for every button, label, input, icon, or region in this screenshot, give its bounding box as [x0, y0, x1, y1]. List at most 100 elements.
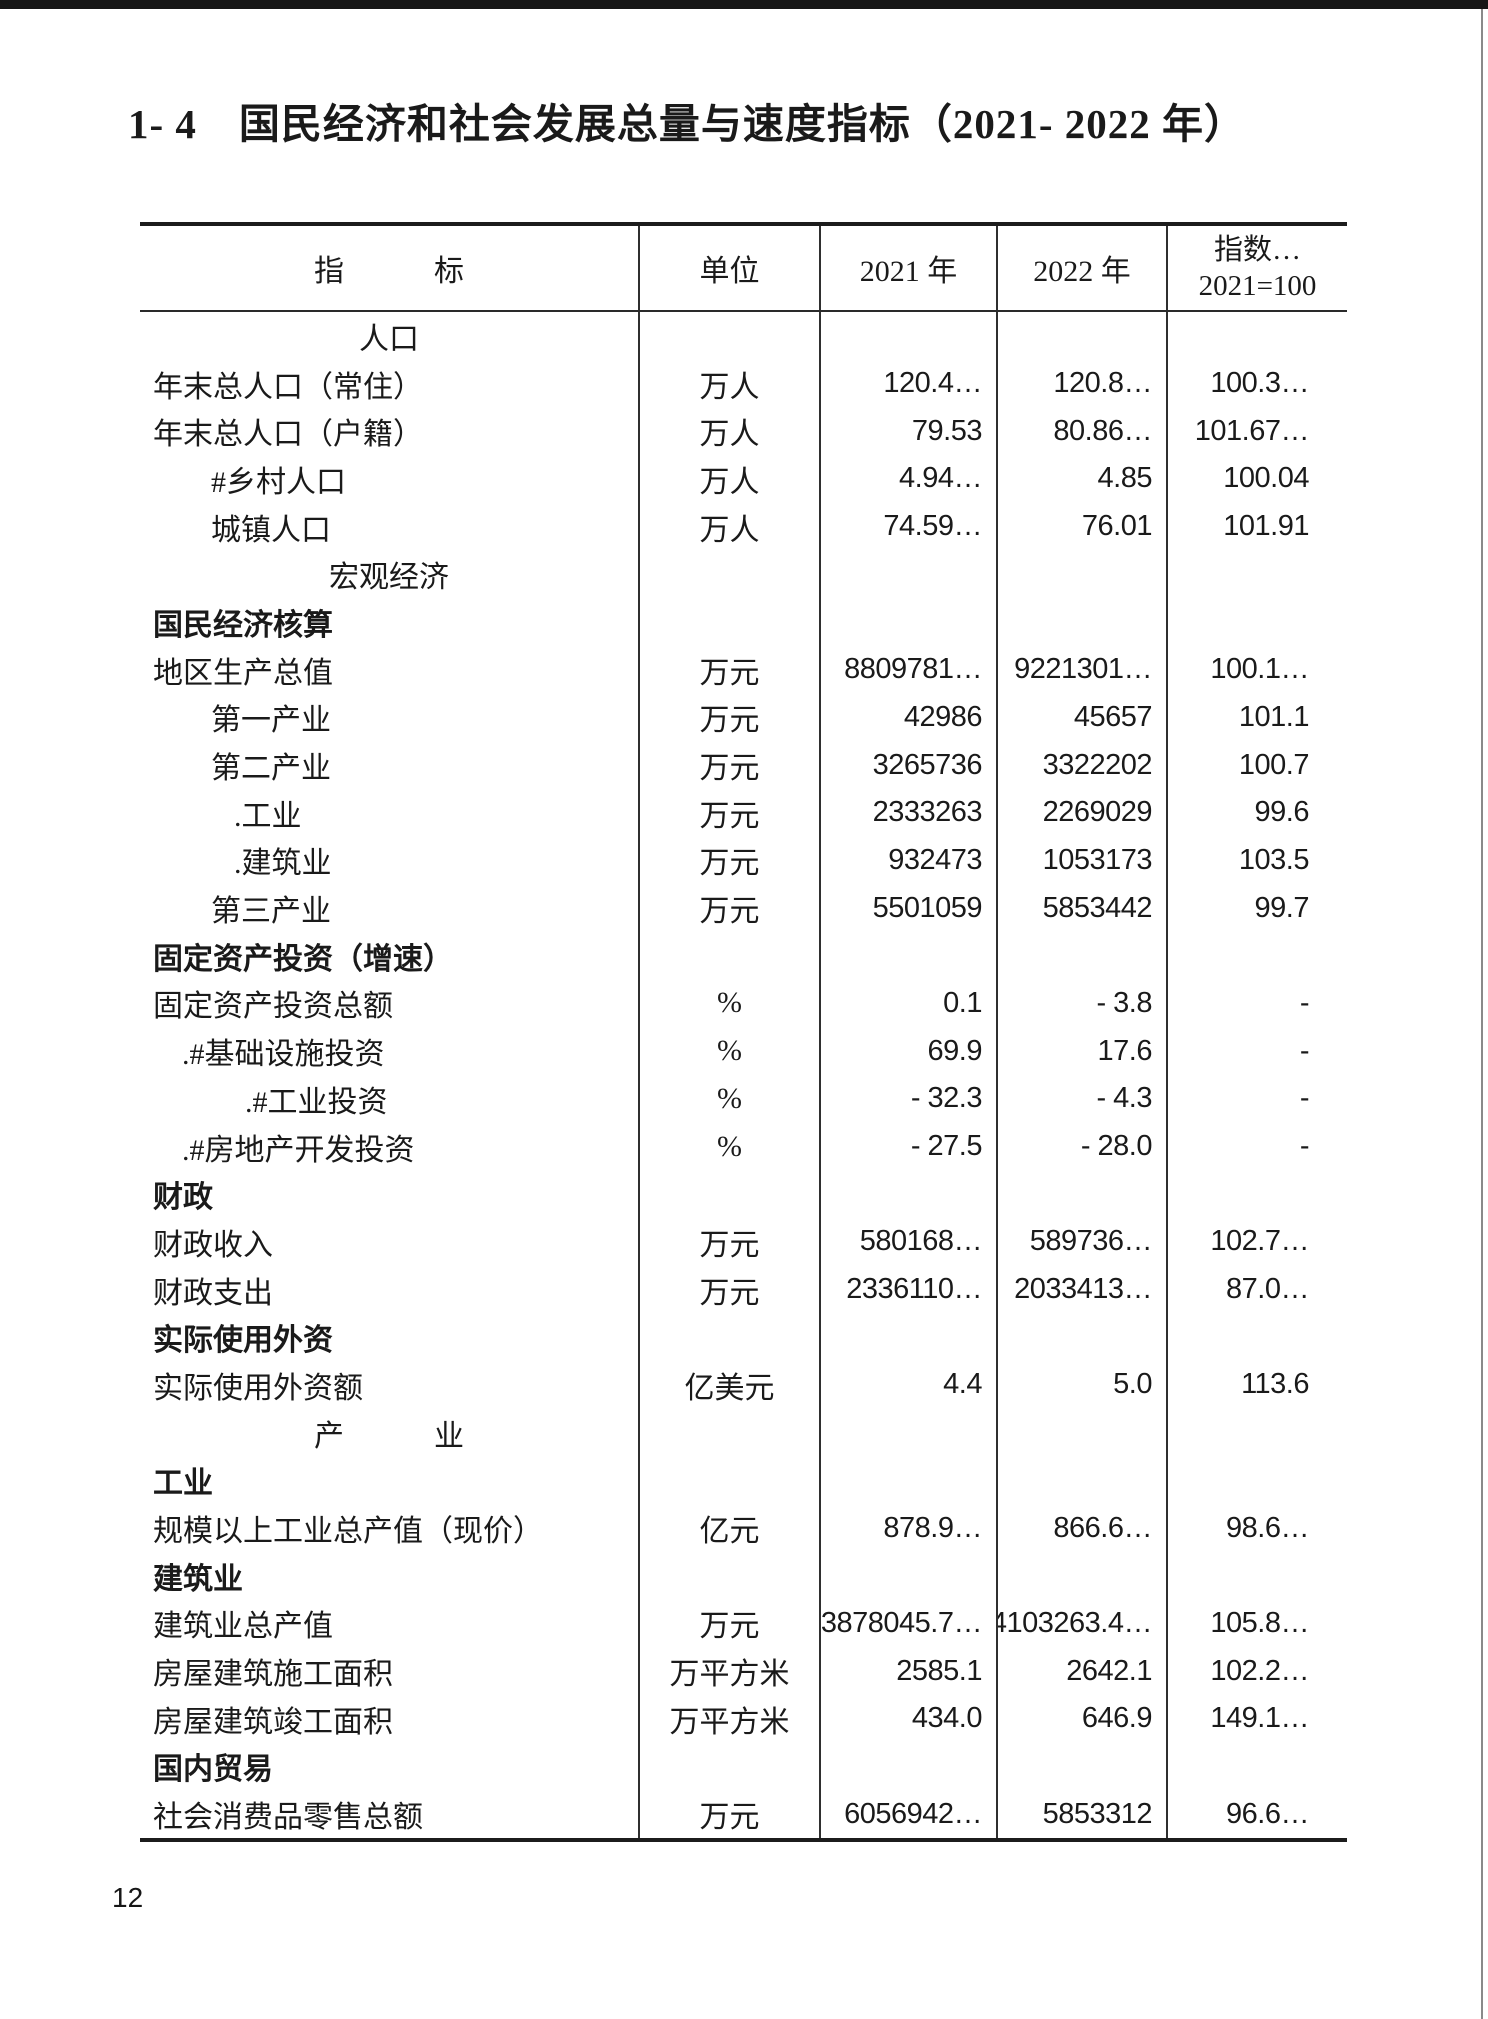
index-cell [1168, 1409, 1347, 1457]
indicator-cell: 实际使用外资额 [140, 1361, 640, 1409]
value-2022-cell: 80.86… [998, 407, 1168, 456]
table-row: 财政收入 万元 580168… 589736… 102.7… [140, 1218, 1347, 1266]
unit-cell: % [640, 979, 821, 1028]
value-2022-cell: 646.9 [998, 1694, 1168, 1743]
table-row: 人口 [140, 312, 1347, 360]
indicator-cell: 宏观经济 [140, 550, 640, 599]
value-2022-cell [998, 1551, 1168, 1600]
unit-cell: 万元 [640, 1790, 821, 1838]
value-2022-cell [998, 1742, 1168, 1791]
indicator-cell: 年末总人口（户籍） [140, 407, 640, 456]
index-cell: 113.6 [1241, 1368, 1309, 1401]
table-row: 工业 [140, 1456, 1347, 1505]
table-row: 实际使用外资额 亿美元 4.4 5.0 113.6 [140, 1361, 1347, 1409]
value-2021-cell: 434.0 [821, 1694, 998, 1743]
col-header-2022: 2022 年 [998, 226, 1168, 310]
unit-cell: 万平方米 [640, 1694, 821, 1743]
col-header-index: 指数… 2021=100 [1168, 226, 1347, 310]
value-2021-cell [821, 598, 998, 646]
value-2021-cell [821, 931, 998, 980]
value-2021-cell [821, 312, 998, 360]
value-2021-cell: 2585.1 [821, 1647, 998, 1695]
table-row: 财政 [140, 1170, 1347, 1219]
value-2021-cell: 79.53 [821, 407, 998, 456]
table-row: 宏观经济 [140, 550, 1347, 599]
index-cell: 96.6… [1226, 1797, 1309, 1830]
value-2021-cell: 120.4… [821, 359, 998, 408]
index-cell: 101.91 [1223, 510, 1309, 543]
unit-cell: 万人 [640, 359, 821, 408]
table-row: 第一产业 万元 42986 45657 101.1 [140, 693, 1347, 742]
indicator-cell: 房屋建筑竣工面积 [140, 1694, 640, 1743]
value-2022-cell [998, 931, 1168, 980]
unit-cell [640, 598, 821, 646]
value-2022-cell: 76.01 [998, 502, 1168, 551]
index-cell [1168, 1743, 1347, 1791]
value-2021-cell: 3265736 [821, 741, 998, 789]
table-row: 固定资产投资总额% 0.1- 3.8 - [140, 979, 1347, 1028]
indicator-cell: 第二产业 [140, 741, 640, 789]
unit-cell: 万元 [640, 1265, 821, 1314]
index-cell: - [1299, 1130, 1310, 1163]
table-row: .#房地产开发投资% - 27.5- 28.0 - [140, 1122, 1347, 1171]
table-row: 固定资产投资（增速） [140, 931, 1347, 980]
value-2022-cell [998, 598, 1168, 646]
table-row: 国民经济核算 [140, 598, 1347, 646]
value-2021-cell [821, 550, 998, 599]
value-2021-cell: 932473 [821, 836, 998, 885]
index-cell: 101.1 [1238, 700, 1310, 733]
table-header-row: 指 标 单位 2021 年 2022 年 指数… 2021=100 [140, 226, 1347, 312]
unit-cell [640, 1313, 821, 1362]
index-cell: 103.5 [1238, 843, 1310, 876]
col-header-index-line2: 2021=100 [1198, 270, 1317, 302]
table-row: 城镇人口 万人 74.59… 76.01 101.91 [140, 502, 1347, 551]
unit-cell: 亿美元 [640, 1361, 821, 1409]
table-row: 社会消费品零售总额 万元 6056942… 5853312 96.6… [140, 1790, 1347, 1838]
table-row: .建筑业 万元 932473 1053173 103.5 [140, 836, 1347, 885]
value-2022-cell: - 28.0 [998, 1122, 1168, 1171]
index-cell [1168, 1313, 1347, 1361]
table-body: 人口 年末总人口（常住） 万人 120.4… 120.8… 100.3… 年末总人口（户籍）… [140, 312, 1347, 1838]
index-cell: 100.3… [1210, 367, 1309, 400]
index-cell [1168, 598, 1347, 646]
value-2022-cell: 120.8… [998, 359, 1168, 408]
unit-cell [640, 1551, 821, 1600]
unit-cell: % [640, 1027, 821, 1075]
value-2022-cell: 1053173 [998, 836, 1168, 885]
indicator-cell: 建筑业 [140, 1551, 640, 1600]
unit-cell [640, 931, 821, 980]
value-2022-cell: 5853312 [998, 1790, 1168, 1838]
value-2021-cell: 0.1 [821, 979, 998, 1028]
index-cell: 100.1… [1210, 653, 1309, 686]
value-2022-cell: 2033413… [998, 1265, 1168, 1314]
indicator-cell: .#工业投资 [140, 1075, 640, 1123]
indicator-cell: 规模以上工业总产值（现价） [140, 1504, 640, 1552]
table-row: 规模以上工业总产值（现价） 亿元 878.9… 866.6… 98.6… [140, 1504, 1347, 1552]
value-2022-cell: 5853442 [998, 884, 1168, 932]
table-row: .工业 万元 2333263 2269029 99.6 [140, 788, 1347, 837]
table-row: .#基础设施投资% 69.9 17.6 - [140, 1027, 1347, 1075]
value-2021-cell [821, 1408, 998, 1457]
stats-table: 指 标 单位 2021 年 2022 年 指数… 2021=100 人口 年末总人… [140, 222, 1347, 1842]
indicator-cell: 第三产业 [140, 884, 640, 932]
table-row: 实际使用外资 [140, 1313, 1347, 1362]
col-header-unit: 单位 [640, 226, 821, 310]
table-row: 房屋建筑施工面积 万平方米 2585.1 2642.1 102.2… [140, 1647, 1347, 1695]
unit-cell: 万人 [640, 407, 821, 456]
col-header-2021: 2021 年 [821, 226, 998, 310]
value-2022-cell [998, 1170, 1168, 1219]
value-2021-cell: 2333263 [821, 788, 998, 837]
unit-cell: % [640, 1122, 821, 1171]
table-row: 产 业 [140, 1408, 1347, 1457]
indicator-cell: 年末总人口（常住） [140, 359, 640, 408]
unit-cell: 万元 [640, 836, 821, 885]
table-row: .#工业投资% - 32.3- 4.3 - [140, 1075, 1347, 1123]
table-row: 房屋建筑竣工面积 万平方米 434.0 646.9 149.1… [140, 1694, 1347, 1743]
unit-cell: 万元 [640, 884, 821, 932]
unit-cell: % [640, 1075, 821, 1123]
table-row: 年末总人口（常住） 万人 120.4… 120.8… 100.3… [140, 359, 1347, 408]
value-2021-cell: - 32.3 [821, 1075, 998, 1123]
value-2022-cell: - 4.3 [998, 1075, 1168, 1123]
index-cell [1168, 312, 1347, 360]
